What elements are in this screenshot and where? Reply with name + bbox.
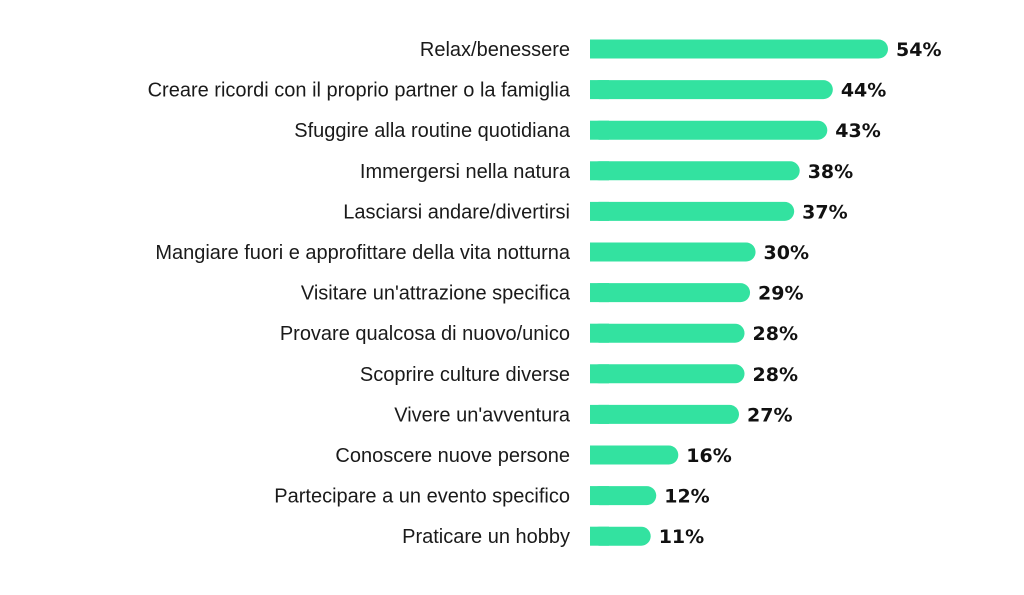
- value-label: 43%: [835, 120, 880, 142]
- category-label: Immergersi nella natura: [360, 161, 571, 183]
- value-label: 11%: [659, 526, 704, 548]
- value-label: 12%: [664, 486, 709, 508]
- bar-base: [590, 364, 609, 384]
- category-label: Partecipare a un evento specifico: [274, 486, 570, 508]
- value-label: 28%: [753, 364, 798, 386]
- bar-base: [590, 161, 609, 181]
- bar: [590, 364, 745, 384]
- bar-base: [590, 39, 609, 59]
- category-label: Lasciarsi andare/divertirsi: [343, 201, 570, 223]
- bar-base: [590, 526, 609, 546]
- bar: [590, 39, 888, 59]
- value-label: 29%: [758, 283, 803, 305]
- category-label: Creare ricordi con il proprio partner o …: [148, 80, 571, 102]
- bar-base: [590, 486, 609, 506]
- bar: [590, 120, 828, 140]
- bar: [590, 80, 833, 100]
- bar-base: [590, 283, 609, 303]
- bar-base: [590, 404, 609, 424]
- category-label: Vivere un'avventura: [394, 404, 571, 426]
- category-label: Visitare un'attrazione specifica: [301, 283, 571, 305]
- value-label: 28%: [753, 323, 798, 345]
- category-label: Mangiare fuori e approfittare della vita…: [155, 242, 571, 264]
- category-label: Sfuggire alla routine quotidiana: [294, 120, 571, 142]
- bar-base: [590, 80, 609, 100]
- category-label: Praticare un hobby: [402, 526, 570, 548]
- value-label: 44%: [841, 80, 886, 102]
- bar: [590, 445, 679, 465]
- bar: [590, 201, 795, 221]
- bar: [590, 161, 800, 181]
- bar-base: [590, 120, 609, 140]
- bar-base: [590, 242, 609, 262]
- bar: [590, 404, 739, 424]
- bar: [590, 323, 745, 343]
- category-label: Scoprire culture diverse: [360, 364, 570, 386]
- bar: [590, 242, 756, 262]
- value-label: 54%: [896, 39, 941, 61]
- value-label: 16%: [686, 445, 731, 467]
- bar-base: [590, 201, 609, 221]
- value-label: 38%: [808, 161, 853, 183]
- bar: [590, 283, 751, 303]
- bar-base: [590, 445, 609, 465]
- category-label: Relax/benessere: [420, 39, 570, 61]
- bar-base: [590, 323, 609, 343]
- value-label: 27%: [747, 404, 792, 426]
- category-label: Conoscere nuove persone: [335, 445, 570, 467]
- category-label: Provare qualcosa di nuovo/unico: [280, 323, 570, 345]
- value-label: 37%: [802, 201, 847, 223]
- value-label: 30%: [764, 242, 809, 264]
